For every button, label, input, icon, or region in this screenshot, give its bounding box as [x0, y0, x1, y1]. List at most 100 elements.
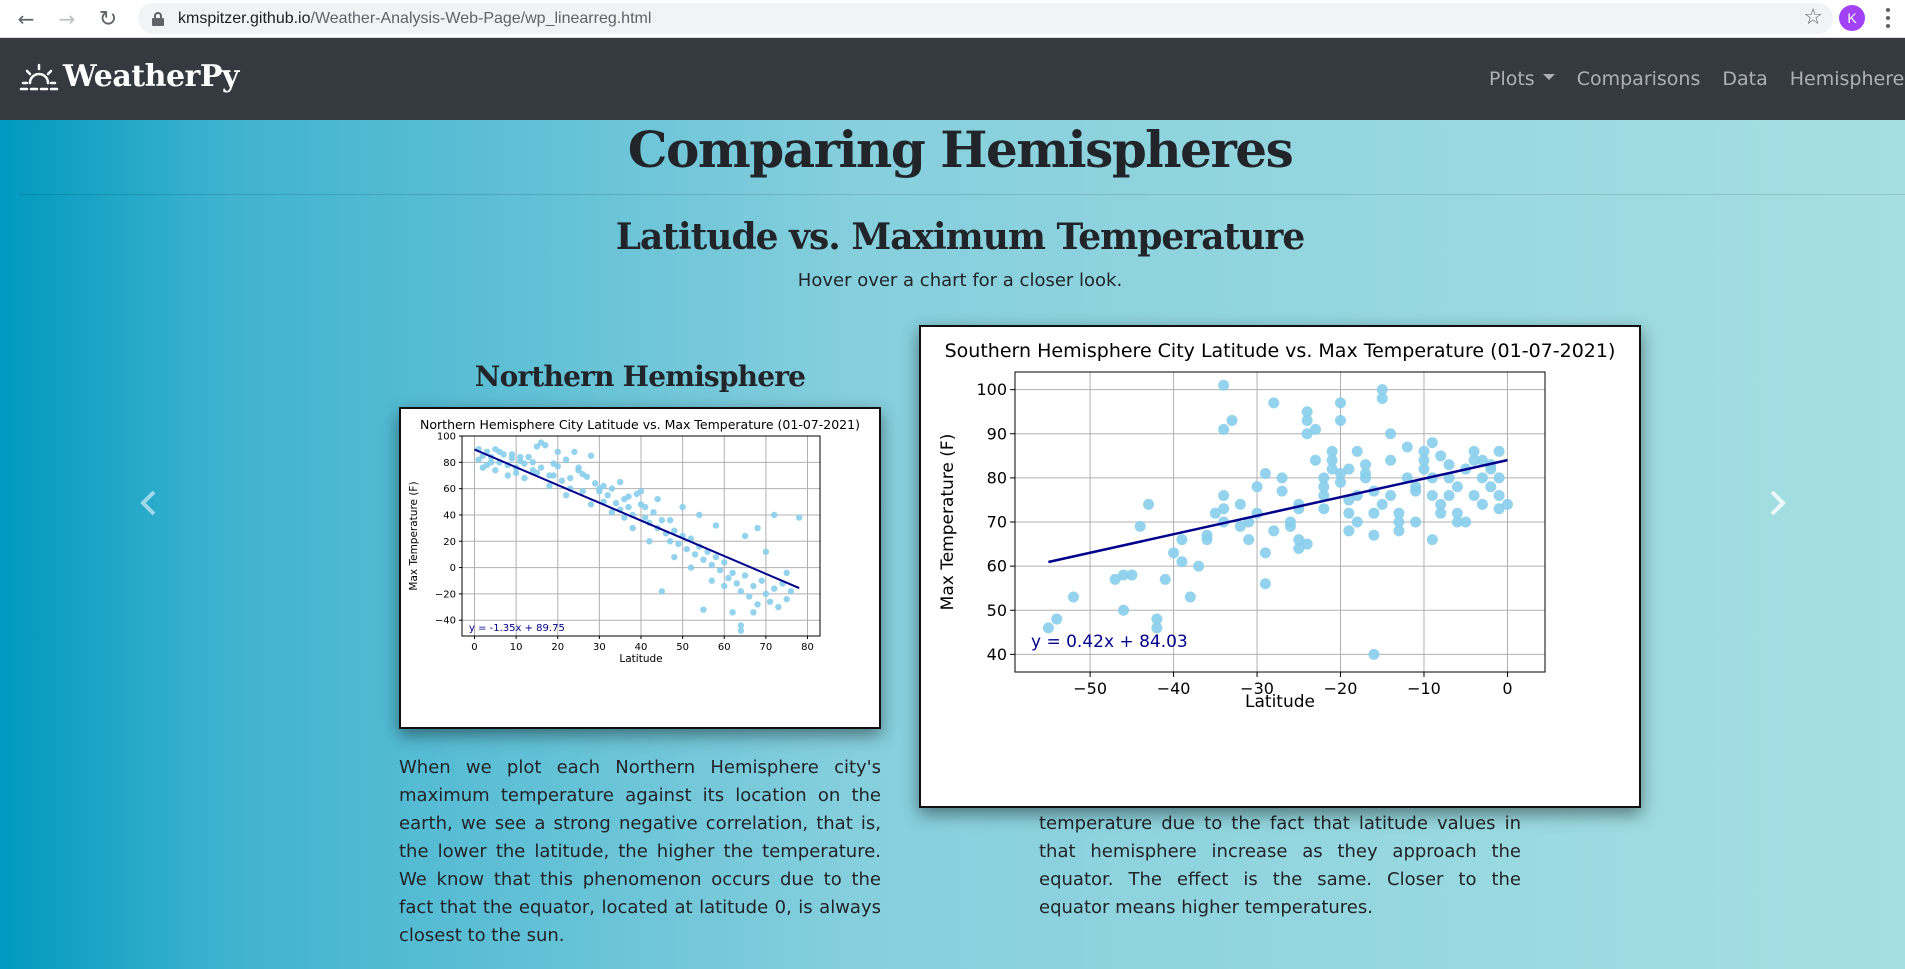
data-point: [795, 514, 803, 521]
regression-equation: y = 0.42x + 84.03: [1031, 632, 1188, 652]
data-point: [504, 472, 511, 479]
x-tick-label: −10: [1407, 679, 1441, 698]
data-point: [1343, 525, 1355, 537]
data-point: [604, 492, 611, 499]
south-chart-card[interactable]: Southern Hemisphere City Latitude vs. Ma…: [919, 325, 1641, 808]
data-point: [1067, 591, 1079, 603]
data-point: [729, 569, 736, 577]
nav-data[interactable]: Data: [1722, 68, 1768, 90]
brand-link[interactable]: WeatherPy: [19, 56, 239, 96]
chart-title: Northern Hemisphere City Latitude vs. Ma…: [420, 417, 860, 432]
data-point: [637, 488, 645, 495]
data-point: [554, 448, 561, 455]
south-scatter-chart: Southern Hemisphere City Latitude vs. Ma…: [938, 340, 1615, 712]
carousel-prev-icon[interactable]: [134, 488, 164, 518]
data-point: [641, 514, 649, 521]
data-point: [1151, 622, 1163, 634]
data-point: [583, 473, 591, 480]
data-point: [1318, 490, 1330, 502]
x-tick-label: 30: [593, 642, 606, 653]
data-point: [1126, 569, 1138, 581]
forward-icon[interactable]: →: [58, 7, 76, 31]
nav-links: Plots Comparisons Data Hemispheres: [1489, 68, 1905, 90]
nav-plots-dropdown[interactable]: Plots: [1489, 68, 1555, 90]
data-point: [1385, 490, 1397, 502]
data-point: [533, 443, 541, 450]
data-point: [487, 459, 495, 466]
data-point: [1368, 529, 1380, 541]
site-navbar: WeatherPy Plots Comparisons Data Hemisph…: [0, 38, 1905, 120]
data-point: [550, 472, 557, 479]
carousel-next-icon[interactable]: [1762, 488, 1792, 518]
data-point: [1351, 516, 1363, 528]
data-point: [1493, 472, 1505, 484]
data-point: [1193, 560, 1205, 572]
bookmark-star-icon[interactable]: ☆: [1803, 5, 1823, 30]
main-content: Comparing Hemispheres Latitude vs. Maxim…: [0, 120, 1905, 969]
y-tick-label: 80: [443, 458, 456, 469]
data-point: [558, 477, 566, 484]
data-point: [708, 561, 715, 569]
data-point: [700, 556, 707, 563]
x-tick-label: 0: [471, 642, 477, 653]
data-point: [708, 577, 715, 584]
data-point: [1326, 463, 1338, 475]
data-point: [1368, 507, 1380, 519]
x-tick-label: 20: [551, 642, 564, 653]
data-point: [1276, 472, 1288, 484]
data-point: [712, 553, 720, 561]
data-point: [479, 464, 487, 471]
y-tick-label: 0: [450, 563, 456, 574]
address-bar[interactable]: kmspitzer.github.io/Weather-Analysis-Web…: [138, 3, 1833, 34]
data-point: [475, 456, 482, 463]
reload-icon[interactable]: ↻: [98, 6, 118, 32]
data-point: [1335, 476, 1347, 488]
data-point: [575, 464, 582, 471]
data-point: [1176, 534, 1188, 546]
data-point: [1476, 454, 1488, 466]
data-point: [1259, 578, 1271, 590]
plot-frame: [1014, 371, 1546, 673]
data-point: [650, 509, 657, 516]
data-point: [1360, 472, 1372, 484]
data-point: [492, 467, 499, 474]
data-point: [721, 559, 728, 566]
plot-frame: [461, 435, 821, 637]
data-point: [616, 478, 624, 486]
data-point: [1485, 463, 1497, 475]
north-chart-card[interactable]: Northern Hemisphere City Latitude vs. Ma…: [399, 407, 881, 729]
data-point: [1301, 415, 1313, 427]
back-icon[interactable]: ←: [17, 7, 35, 31]
data-point: [787, 588, 795, 595]
nav-comparisons[interactable]: Comparisons: [1576, 68, 1701, 90]
data-point: [1343, 463, 1355, 475]
data-point: [1385, 428, 1397, 440]
data-point: [1335, 397, 1347, 409]
data-point: [1501, 498, 1513, 510]
data-point: [1343, 507, 1355, 519]
data-point: [1243, 534, 1255, 546]
data-point: [1326, 445, 1338, 457]
data-point: [1201, 529, 1213, 541]
data-point: [1218, 503, 1230, 515]
data-point: [1268, 397, 1280, 409]
data-point: [625, 493, 632, 500]
page-title: Comparing Hemispheres: [627, 120, 1294, 179]
data-point: [1176, 556, 1188, 568]
data-point: [1301, 406, 1313, 418]
data-point: [1159, 573, 1171, 585]
data-point: [1451, 516, 1463, 528]
data-point: [562, 456, 570, 463]
data-point: [737, 622, 745, 629]
nav-hemispheres[interactable]: Hemispheres: [1789, 68, 1905, 90]
y-tick-label: 60: [443, 484, 456, 495]
profile-avatar[interactable]: K: [1839, 5, 1865, 31]
data-point: [1318, 503, 1330, 515]
data-point: [1468, 490, 1480, 502]
south-description-clip: temperature due to the fact that latitud…: [1039, 810, 1521, 928]
y-tick-label: 20: [443, 537, 456, 548]
data-point: [1301, 538, 1313, 550]
north-scatter-chart: Northern Hemisphere City Latitude vs. Ma…: [408, 417, 860, 665]
data-point: [1234, 520, 1246, 532]
browser-menu-icon[interactable]: [1885, 6, 1891, 30]
